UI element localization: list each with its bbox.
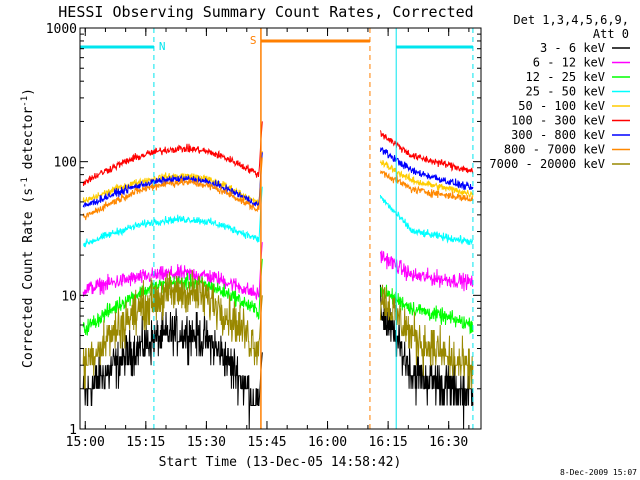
footer-date: 8-Dec-2009 15:07: [560, 468, 637, 477]
x-tick-label: 15:00: [66, 435, 105, 450]
legend-label: 50 - 100 keV: [518, 99, 605, 113]
series-line-4-post: [379, 194, 473, 246]
legend-label: 7000 - 20000 keV: [489, 157, 605, 171]
y-tick-label: 10: [61, 289, 77, 304]
y-tick-label: 1000: [46, 22, 77, 37]
y-axis-label: Corrected Count Rate (s-1 detector-1): [20, 88, 36, 368]
legend-label: 25 - 50 keV: [526, 85, 605, 99]
x-tick-label: 15:15: [126, 435, 165, 450]
y-axis-label-end: ): [21, 88, 36, 96]
x-axis: 15:00 15:15 15:30 15:45 16:00 16:15 16:30: [66, 28, 470, 450]
legend-header: Det 1,3,4,5,6,9,: [513, 13, 629, 27]
legend-label: 3 - 6 keV: [540, 41, 605, 55]
y-tick-label: 100: [54, 156, 77, 171]
y-axis-label-mid: detector: [21, 107, 36, 178]
y-axis-label-sup2: -1: [20, 96, 30, 107]
plot-frame: [79, 27, 482, 430]
legend-label: 800 - 7000 keV: [504, 143, 605, 157]
y-axis: 1 10 100 1000: [46, 22, 481, 438]
legend-label: 12 - 25 keV: [526, 70, 605, 84]
legend-label: 100 - 300 keV: [511, 114, 605, 128]
y-axis-label-sup1: -1: [20, 177, 30, 188]
saa-label: S: [250, 34, 257, 47]
series-line-5-pre: [82, 151, 263, 207]
series-line-9-pre: [82, 269, 263, 389]
series-line-8-pre: [82, 157, 263, 221]
series-layer: [82, 121, 474, 430]
legend-label: 6 - 12 keV: [533, 56, 605, 70]
series-line-2-post: [379, 250, 474, 292]
legend-label: 300 - 800 keV: [511, 128, 605, 142]
series-line-6-pre: [82, 121, 263, 187]
series-line-2-pre: [82, 242, 263, 301]
series-line-4-pre: [83, 186, 263, 248]
legend-header: Att 0: [593, 27, 629, 41]
series-line-1-pre: [82, 308, 263, 430]
x-tick-label: 16:15: [369, 435, 408, 450]
x-axis-label: Start Time (13-Dec-05 14:58:42): [159, 455, 402, 470]
y-tick-label: 1: [69, 423, 77, 438]
y-axis-label-main: Corrected Count Rate (s: [21, 188, 36, 368]
series-line-6-post: [379, 130, 474, 174]
x-tick-label: 16:00: [308, 435, 347, 450]
x-tick-label: 15:30: [187, 435, 226, 450]
night-label: N: [159, 40, 166, 53]
x-tick-label: 16:30: [429, 435, 468, 450]
chart-title: HESSI Observing Summary Count Rates, Cor…: [58, 3, 473, 21]
x-tick-label: 15:45: [247, 435, 286, 450]
